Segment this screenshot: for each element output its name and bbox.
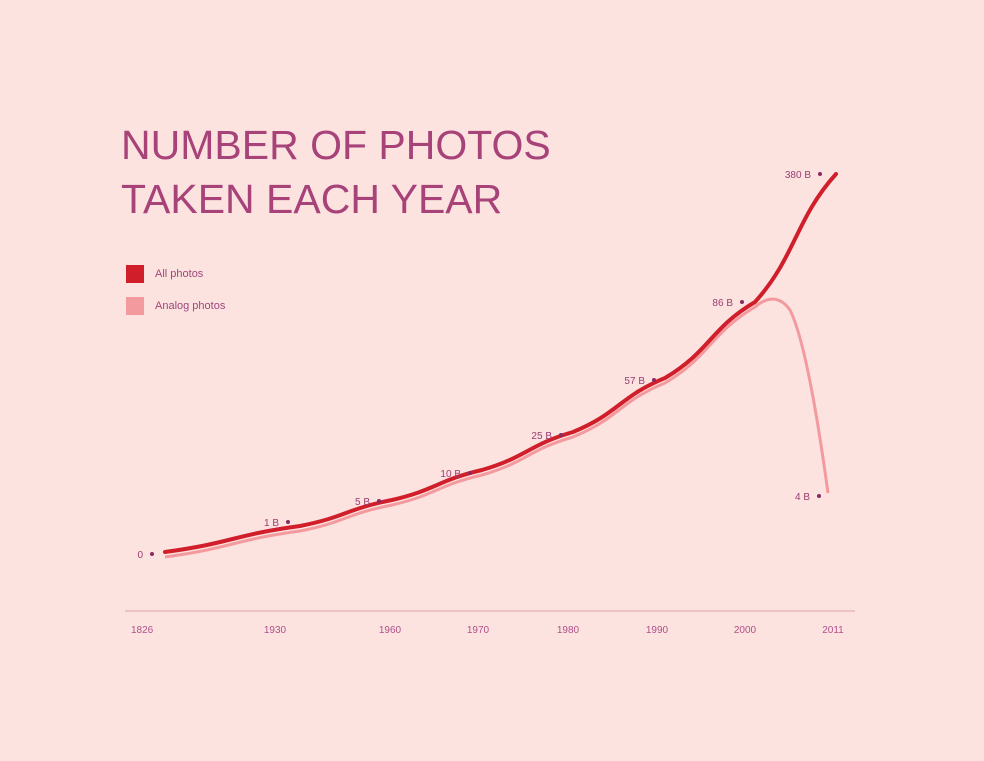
data-point-marker — [559, 433, 563, 437]
data-point-marker — [286, 520, 290, 524]
data-label: 25 B — [531, 431, 552, 442]
data-label: 0 — [137, 550, 143, 561]
title-line-1: NUMBER OF PHOTOS — [121, 122, 551, 168]
legend-swatch-all — [126, 265, 144, 283]
x-tick-label: 1970 — [467, 625, 490, 636]
series-line-all-photos — [163, 172, 838, 554]
x-tick-label: 1960 — [379, 625, 402, 636]
x-tick-label: 1930 — [264, 625, 287, 636]
data-label: 5 B — [355, 497, 370, 508]
data-point-marker — [468, 471, 472, 475]
data-label: 1 B — [264, 518, 279, 529]
data-label: 380 B — [785, 170, 811, 181]
chart-title: NUMBER OF PHOTOS TAKEN EACH YEAR — [121, 118, 551, 226]
legend-item-all-photos: All photos — [126, 265, 203, 283]
legend-item-analog-photos: Analog photos — [126, 297, 225, 315]
data-label: 10 B — [440, 469, 461, 480]
data-point-marker — [150, 552, 154, 556]
x-tick-label: 1990 — [646, 625, 669, 636]
data-label-analog: 4 B — [795, 492, 810, 503]
x-tick-label: 2000 — [734, 625, 757, 636]
x-tick-label: 1826 — [131, 625, 154, 636]
data-point-marker-analog — [817, 494, 821, 498]
data-label: 86 B — [712, 298, 733, 309]
data-label: 57 B — [624, 376, 645, 387]
series-line-analog-photos — [164, 297, 830, 559]
data-point-marker — [377, 499, 381, 503]
data-point-marker — [818, 172, 822, 176]
x-tick-label: 1980 — [557, 625, 580, 636]
x-tick-label: 2011 — [822, 625, 844, 636]
data-point-marker — [740, 300, 744, 304]
legend-swatch-analog — [126, 297, 144, 315]
legend-label: All photos — [155, 268, 204, 280]
data-point-marker — [652, 378, 656, 382]
title-line-2: TAKEN EACH YEAR — [121, 176, 503, 222]
legend-label: Analog photos — [155, 300, 226, 312]
